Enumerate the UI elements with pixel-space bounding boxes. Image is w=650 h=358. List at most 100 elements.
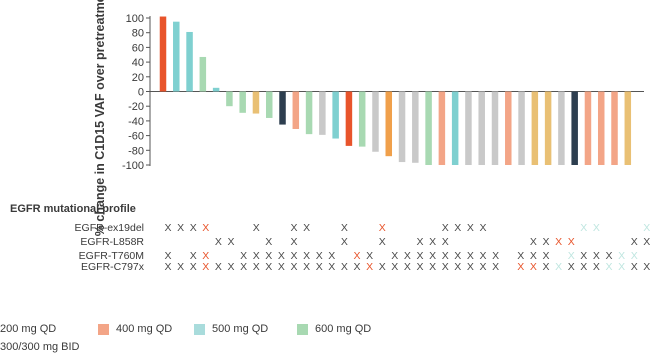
mutation-mark: X (605, 250, 612, 262)
bar (159, 16, 167, 92)
bar (212, 87, 220, 92)
legend-label-300bid: 300/300 mg BID (0, 341, 80, 353)
y-axis-label: % change in C1D15 VAF over pretreatment … (93, 0, 107, 236)
bar (491, 91, 499, 165)
mutation-mark: X (253, 222, 260, 234)
mutation-mark: X (341, 222, 348, 234)
bar (345, 91, 353, 146)
mutation-mark: X (379, 222, 386, 234)
y-tick-label: -60 (128, 131, 144, 143)
mutation-mark: X (618, 261, 625, 273)
bar (425, 91, 432, 165)
mutation-mark: X (517, 261, 524, 273)
bar (252, 91, 260, 114)
y-tick-label: 20 (132, 72, 144, 84)
bar (558, 91, 565, 165)
mutation-mark: X (416, 236, 423, 248)
mutation-mark: X (290, 236, 297, 248)
bar (478, 91, 485, 165)
mutation-mark: X (240, 250, 247, 262)
bar (518, 91, 525, 165)
bar (611, 91, 618, 165)
mutation-mark: X (341, 236, 348, 248)
mutation-mark: X (454, 261, 461, 273)
legend-swatch-400mg (98, 323, 109, 335)
bar (398, 91, 406, 163)
mutation-mark: X (290, 222, 297, 234)
mutation-mark: X (278, 261, 285, 273)
mutation-mark: X (618, 250, 625, 262)
mutation-mark: X (215, 236, 222, 248)
mutation-mark: X (265, 236, 272, 248)
mutation-mark: X (227, 261, 234, 273)
mutation-mark: X (341, 261, 348, 273)
mutation-mark: X (316, 250, 323, 262)
mutation-mark: X (391, 261, 398, 273)
mutation-mark: X (391, 250, 398, 262)
mutation-row-label: EGFR-L858R (80, 236, 144, 248)
mutation-mark: X (631, 261, 638, 273)
y-tick-label: 100 (126, 13, 144, 25)
mutation-mark: X (328, 250, 335, 262)
mutation-mark: X (643, 261, 650, 273)
mutation-mark: X (530, 250, 537, 262)
mutation-mark: X (580, 261, 587, 273)
bar (186, 31, 193, 92)
bar (372, 91, 379, 152)
legend-swatch-500mg (194, 323, 205, 335)
bar (544, 91, 552, 165)
legend-item-200mg: 200 mg QD (0, 323, 56, 335)
bar (332, 91, 339, 139)
mutation-mark: X (479, 222, 486, 234)
mutation-table-title: EGFR mutational profile (10, 203, 136, 215)
mutation-mark: X (643, 222, 650, 234)
mutation-mark: X (164, 261, 171, 273)
legend-label-600mg: 600 mg QD (315, 323, 372, 335)
bar (239, 91, 246, 113)
mutation-mark: X (429, 261, 436, 273)
bar (412, 91, 419, 163)
mutation-mark: X (530, 236, 537, 248)
mutation-mark: X (542, 250, 549, 262)
mutation-mark: X (416, 261, 423, 273)
mutation-mark: X (353, 261, 360, 273)
mutation-mark: X (605, 261, 612, 273)
legend-label-200mg: 200 mg QD (0, 323, 57, 335)
bar (465, 91, 472, 165)
mutation-mark: X (290, 261, 297, 273)
mutation-mark: X (202, 261, 209, 273)
bar (173, 21, 180, 92)
bar (505, 91, 512, 165)
mutation-mark: X (467, 261, 474, 273)
mutation-mark: X (442, 236, 449, 248)
mutation-mark: X (555, 261, 562, 273)
mutation-mark: X (303, 250, 310, 262)
mutation-mark: X (404, 250, 411, 262)
mutation-mark: X (164, 250, 171, 262)
mutation-mark: X (492, 250, 499, 262)
mutation-mark: X (190, 261, 197, 273)
mutation-mark: X (202, 250, 209, 262)
mutation-mark: X (177, 261, 184, 273)
bar (292, 91, 300, 129)
mutation-mark: X (353, 250, 360, 262)
mutation-mark: X (265, 261, 272, 273)
y-tick-label: -20 (128, 101, 144, 113)
legend-item-300bid: 300/300 mg BID (0, 341, 80, 353)
mutation-mark: X (454, 250, 461, 262)
mutation-mark: X (580, 222, 587, 234)
mutation-mark: X (366, 261, 373, 273)
mutation-mark: X (643, 236, 650, 248)
mutation-mark: X (631, 236, 638, 248)
mutation-mark: X (593, 222, 600, 234)
legend-label-400mg: 400 mg QD (116, 323, 173, 335)
mutation-mark: X (580, 250, 587, 262)
mutation-mark: X (467, 250, 474, 262)
mutation-mark: X (442, 222, 449, 234)
mutation-mark: X (467, 222, 474, 234)
legend-item-500mg: 500 mg QD (194, 323, 268, 335)
y-tick-label: 40 (132, 57, 144, 69)
mutation-mark: X (366, 250, 373, 262)
bar (265, 91, 273, 118)
bar (358, 91, 366, 147)
